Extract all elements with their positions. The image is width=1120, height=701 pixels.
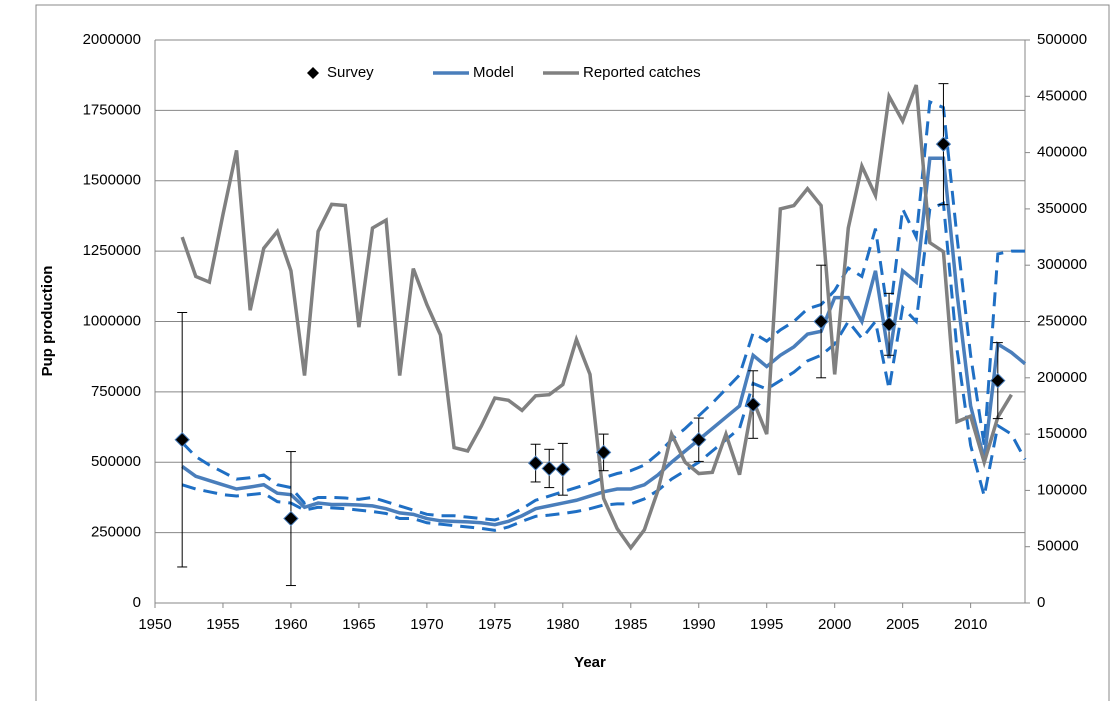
legend-marker: [307, 67, 319, 79]
x-tick-label: 1965: [342, 616, 375, 633]
legend-label: Reported catches: [583, 64, 701, 81]
series-line: [180, 84, 1013, 551]
y-tick-label: 500000: [91, 453, 141, 470]
upper-bound-line: [181, 99, 1025, 522]
y2-tick-label: 350000: [1037, 200, 1087, 217]
survey-marker: [555, 461, 571, 477]
x-tick-label: 2010: [954, 616, 987, 633]
x-tick-label: 1960: [274, 616, 307, 633]
y-tick-label: 750000: [91, 383, 141, 400]
y-tick-label: 1750000: [83, 101, 141, 118]
survey-marker: [541, 460, 557, 477]
y2-tick-label: 300000: [1037, 256, 1087, 273]
y-tick-label: 1250000: [83, 242, 141, 259]
survey-marker: [691, 432, 707, 448]
x-tick-label: 1975: [478, 616, 511, 633]
y-tick-label: 250000: [91, 524, 141, 541]
x-tick-label: 2000: [818, 616, 851, 633]
x-tick-label: 1980: [546, 616, 579, 633]
x-tick-label: 1995: [750, 616, 783, 633]
survey-marker: [745, 396, 761, 413]
x-tick-label: 1990: [682, 616, 715, 633]
x-axis-label: Year: [574, 654, 606, 671]
survey-marker: [935, 136, 952, 152]
y2-tick-label: 250000: [1037, 312, 1087, 329]
y2-tick-label: 200000: [1037, 369, 1087, 386]
legend-label: Survey: [327, 64, 374, 81]
x-tick-label: 1955: [206, 616, 239, 633]
x-tick-label: 2005: [886, 616, 919, 633]
y-tick-label: 1500000: [83, 172, 141, 189]
y2-tick-label: 400000: [1037, 144, 1087, 161]
survey-marker: [283, 510, 299, 527]
y-tick-label: 2000000: [83, 31, 141, 48]
survey-marker: [174, 432, 190, 448]
y2-tick-label: 50000: [1037, 538, 1079, 555]
survey-marker: [813, 313, 829, 330]
y-axis-label: Pup production: [39, 266, 56, 377]
y2-tick-label: 450000: [1037, 87, 1087, 104]
y-tick-label: 0: [133, 594, 141, 611]
survey-marker: [881, 316, 897, 333]
legend-label: Model: [473, 64, 514, 81]
y2-tick-label: 150000: [1037, 425, 1087, 442]
y-tick-label: 1000000: [83, 312, 141, 329]
y2-tick-label: 500000: [1037, 31, 1087, 48]
survey-marker: [595, 444, 612, 461]
y2-tick-label: 0: [1037, 594, 1045, 611]
y2-tick-label: 100000: [1037, 481, 1087, 498]
x-tick-label: 1950: [138, 616, 171, 633]
x-tick-label: 1970: [410, 616, 443, 633]
x-tick-label: 1985: [614, 616, 647, 633]
survey-marker: [990, 372, 1006, 389]
survey-marker: [527, 455, 544, 471]
